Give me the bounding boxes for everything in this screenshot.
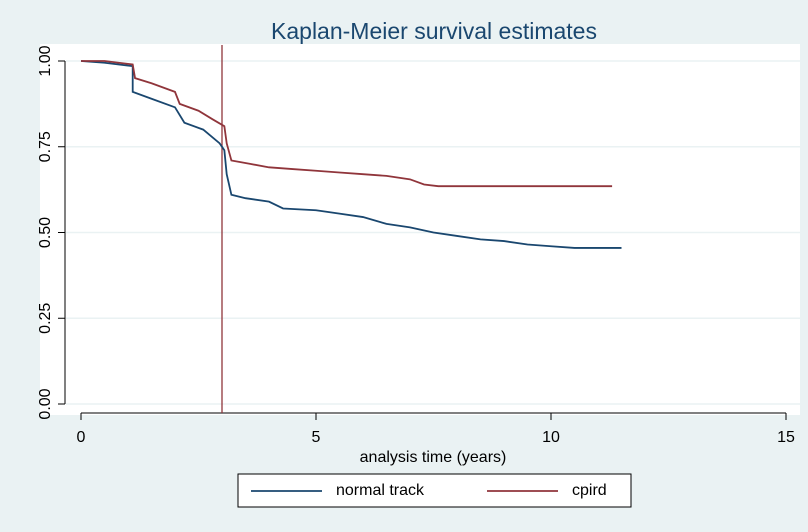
x-tick-label: 10 [542, 429, 560, 446]
y-tick-label: 0.00 [37, 388, 54, 419]
survival-line [81, 60, 613, 188]
legend-label: cpird [572, 482, 607, 499]
y-tick-label: 0.25 [37, 303, 54, 334]
chart-title: Kaplan-Meier survival estimates [271, 18, 597, 44]
x-axis-title: analysis time (years) [360, 449, 507, 466]
x-tick-label: 5 [312, 429, 321, 446]
legend-label: normal track [336, 482, 425, 499]
y-tick-label: 1.00 [37, 45, 54, 76]
y-tick-label: 0.75 [37, 131, 54, 162]
x-tick-label: 0 [77, 429, 86, 446]
x-tick-label: 15 [777, 429, 795, 446]
survival-line [80, 60, 622, 249]
y-tick-label: 0.50 [37, 217, 54, 248]
